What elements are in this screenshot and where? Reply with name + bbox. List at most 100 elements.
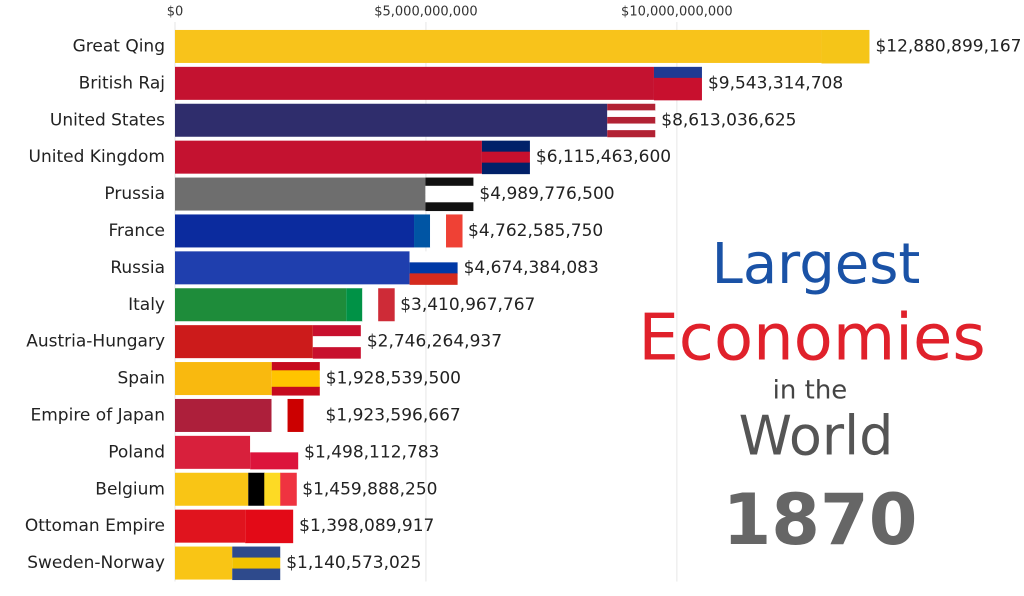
category-label: Italy	[128, 295, 165, 315]
value-label: $9,543,314,708	[708, 73, 843, 93]
bar	[175, 288, 347, 322]
flag-stripe	[280, 472, 297, 506]
bar	[175, 140, 482, 174]
bar	[175, 29, 822, 63]
x-tick-label: $10,000,000,000	[621, 5, 733, 20]
category-label: France	[108, 221, 165, 241]
value-label: $4,762,585,750	[468, 221, 603, 241]
category-label: Belgium	[95, 479, 165, 499]
value-label: $1,928,539,500	[326, 369, 461, 389]
flag	[248, 472, 297, 506]
flag	[607, 103, 656, 138]
bar	[175, 472, 249, 506]
bar	[175, 177, 426, 211]
bar	[175, 66, 654, 100]
year: 1870	[723, 479, 918, 561]
flag-stripe	[653, 77, 702, 90]
title-line: World	[739, 405, 894, 468]
flag-stripe	[250, 435, 299, 453]
value-label: $4,989,776,500	[479, 184, 614, 204]
flag-stripe	[264, 472, 281, 506]
flag-stripe	[346, 288, 363, 322]
value-label: $1,923,596,667	[326, 405, 461, 425]
flag	[425, 177, 474, 212]
flag-stripe	[607, 110, 656, 118]
flag	[271, 398, 321, 432]
flag-stripe	[425, 185, 474, 195]
category-label: Russia	[110, 258, 165, 278]
flag-stripe	[312, 325, 361, 337]
flag-stripe	[250, 452, 299, 470]
flag-stripe	[271, 370, 320, 380]
flag-stripe	[607, 123, 656, 131]
category-label: Poland	[108, 442, 165, 462]
flag-stripe	[271, 362, 320, 371]
flag	[312, 325, 361, 359]
bar	[175, 214, 415, 248]
flag-stripe	[430, 214, 447, 248]
flag	[414, 214, 463, 248]
flag-stripe	[607, 103, 656, 111]
flag-stripe	[653, 66, 702, 79]
flag-stripe	[232, 557, 281, 570]
bar	[175, 398, 272, 432]
value-label: $1,498,112,783	[304, 442, 439, 462]
flag-stripe	[607, 130, 656, 138]
category-label: United Kingdom	[29, 147, 165, 167]
flag-stripe	[245, 509, 294, 544]
value-label: $3,410,967,767	[400, 295, 535, 315]
flag-stripe	[271, 386, 320, 396]
flag-stripe	[821, 29, 870, 64]
category-label: Spain	[118, 369, 166, 389]
flag	[409, 251, 458, 285]
flag-stripe	[425, 177, 474, 187]
flag-stripe	[481, 140, 530, 153]
category-label: United States	[50, 110, 165, 130]
flag	[245, 509, 294, 544]
value-label: $1,140,573,025	[286, 553, 421, 573]
flag	[481, 140, 530, 175]
title-line: Economies	[638, 302, 985, 376]
title-line: Largest	[712, 232, 921, 297]
flag-stripe	[425, 194, 474, 203]
category-label: Prussia	[104, 184, 165, 204]
bar	[175, 509, 246, 543]
flag-stripe	[232, 546, 281, 559]
flag-stripe	[414, 214, 431, 248]
value-label: $6,115,463,600	[536, 147, 671, 167]
category-label: Empire of Japan	[31, 405, 166, 425]
value-label: $12,880,899,167	[875, 36, 1021, 56]
flag-stripe	[409, 273, 458, 285]
flag	[346, 288, 395, 322]
flag	[271, 362, 320, 396]
flag	[653, 66, 702, 101]
flag-stripe	[481, 151, 530, 164]
x-tick-label: $0	[167, 5, 184, 20]
bar	[175, 251, 410, 285]
flag-stripe	[409, 262, 458, 274]
flag-stripe	[287, 398, 305, 432]
category-label: Austria-Hungary	[26, 332, 165, 352]
flag-stripe	[481, 162, 530, 175]
bar	[175, 362, 272, 396]
value-label: $8,613,036,625	[661, 110, 796, 130]
flag-stripe	[271, 378, 320, 388]
flag	[821, 29, 870, 64]
category-label: Great Qing	[73, 36, 165, 56]
flag-stripe	[312, 336, 361, 348]
value-label: $1,398,089,917	[299, 516, 434, 536]
flag-stripe	[232, 568, 281, 581]
flag-stripe	[362, 288, 379, 322]
category-label: British Raj	[79, 73, 165, 93]
flag-stripe	[653, 88, 702, 101]
flag-stripe	[248, 472, 265, 506]
x-tick-label: $5,000,000,000	[374, 5, 477, 20]
flag-stripe	[607, 116, 656, 125]
bar	[175, 103, 608, 137]
bar	[175, 546, 233, 580]
flag-stripe	[425, 202, 474, 212]
bar	[175, 435, 251, 469]
value-label: $1,459,888,250	[302, 479, 437, 499]
